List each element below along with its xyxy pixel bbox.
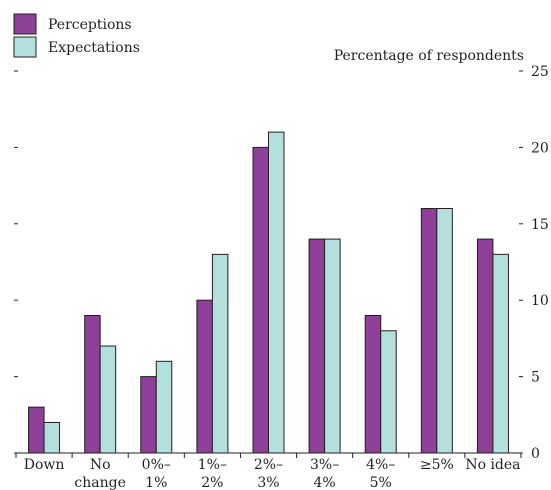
bar-expectations: [211, 253, 229, 454]
x-tick-label: 4%: [314, 475, 336, 490]
bar-perceptions: [364, 314, 382, 454]
x-tick-label: No: [90, 457, 111, 473]
bar-perceptions: [28, 406, 45, 454]
x-tick-label: 4%–: [366, 457, 395, 473]
legend-swatch-perceptions: [13, 13, 37, 35]
bar-expectations: [324, 238, 341, 454]
bar-perceptions: [196, 299, 213, 454]
left-axis-ticks: [14, 70, 18, 454]
y-tick-label: 0: [531, 446, 540, 462]
category-labels: Down No change 0%– 1% 1%– 2% 2%– 3% 3%– 4% 4%– 5% ≥5%…: [24, 457, 521, 490]
x-tick-label: 0%–: [142, 457, 171, 473]
x-tick-label: 3%–: [310, 457, 339, 473]
x-tick-label: change: [74, 475, 125, 490]
x-tick-label: ≥5%: [420, 457, 454, 473]
y-tick-label: 10: [531, 293, 549, 309]
x-tick-label: 3%: [257, 475, 279, 490]
y-tick-label: 5: [531, 370, 540, 386]
bar-expectations: [155, 360, 173, 454]
x-tick-label: 2%–: [254, 457, 283, 473]
x-tick-label: Down: [24, 457, 65, 473]
bar-perceptions: [140, 376, 157, 454]
legend-label-expectations: Expectations: [48, 40, 140, 56]
legend: Perceptions Expectations: [13, 13, 140, 58]
y-tick-label: 20: [531, 140, 549, 156]
x-tick-label: 1%: [145, 475, 167, 490]
y-tick-label: 25: [531, 64, 549, 80]
x-tick-label: 2%: [201, 475, 223, 490]
x-tick-label: 1%–: [198, 457, 227, 473]
x-tick-label: 5%: [370, 475, 392, 490]
bar-perceptions: [420, 208, 438, 454]
bar-expectations: [268, 131, 285, 454]
bar-expectations: [380, 330, 397, 454]
y-axis-label: Percentage of respondents: [334, 48, 524, 64]
category-ticks: [15, 453, 522, 458]
x-tick-label: No idea: [465, 457, 520, 473]
bar-perceptions: [308, 238, 326, 454]
bar-perceptions: [252, 146, 269, 454]
legend-label-perceptions: Perceptions: [48, 17, 132, 33]
y-tick-label: 15: [531, 217, 549, 233]
bar-expectations: [492, 253, 509, 454]
bars: [28, 131, 509, 454]
bar-expectations: [436, 208, 453, 454]
bar-expectations: [43, 421, 61, 454]
bar-expectations: [99, 345, 117, 454]
right-axis: 0 5 10 15 20 25: [519, 64, 549, 462]
legend-swatch-expectations: [13, 36, 37, 58]
bar-perceptions: [476, 238, 494, 454]
bar-perceptions: [84, 314, 101, 454]
